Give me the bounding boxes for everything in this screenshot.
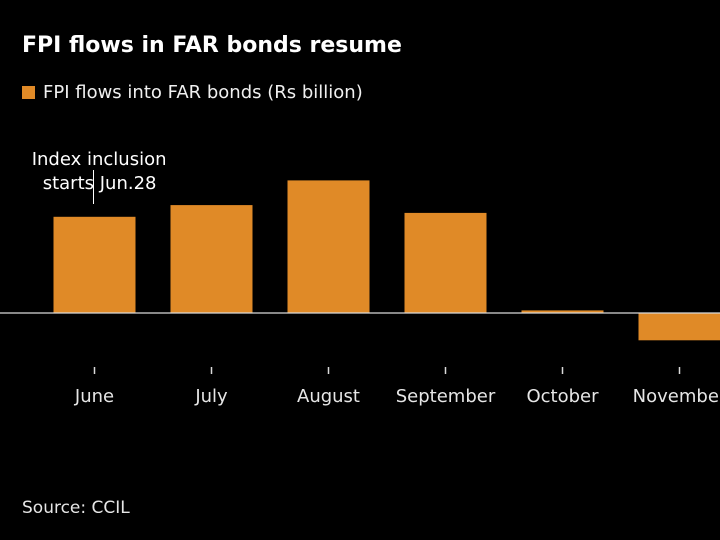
x-tick-label-july: July xyxy=(194,386,228,407)
annotation-line-1: Index inclusion xyxy=(32,149,167,170)
bar-june xyxy=(53,216,136,313)
chart-title: FPI flows in FAR bonds resume xyxy=(22,33,402,58)
legend-swatch xyxy=(22,85,35,99)
bar-november xyxy=(638,313,720,341)
bar-august xyxy=(287,180,370,313)
bar-july xyxy=(170,205,253,313)
source-note: Source: CCIL xyxy=(22,498,130,518)
legend-label: FPI flows into FAR bonds (Rs billion) xyxy=(43,81,363,103)
bar-october xyxy=(521,310,604,313)
x-tick-label-november: November xyxy=(633,386,720,407)
x-tick-label-september: September xyxy=(396,386,496,407)
x-tick-label-august: August xyxy=(297,386,360,407)
legend: FPI flows into FAR bonds (Rs billion) xyxy=(22,80,363,104)
x-tick-label-october: October xyxy=(526,386,599,407)
annotation-line-2: starts Jun.28 xyxy=(43,173,157,194)
x-tick-label-june: June xyxy=(74,386,114,407)
bar-september xyxy=(404,212,487,313)
